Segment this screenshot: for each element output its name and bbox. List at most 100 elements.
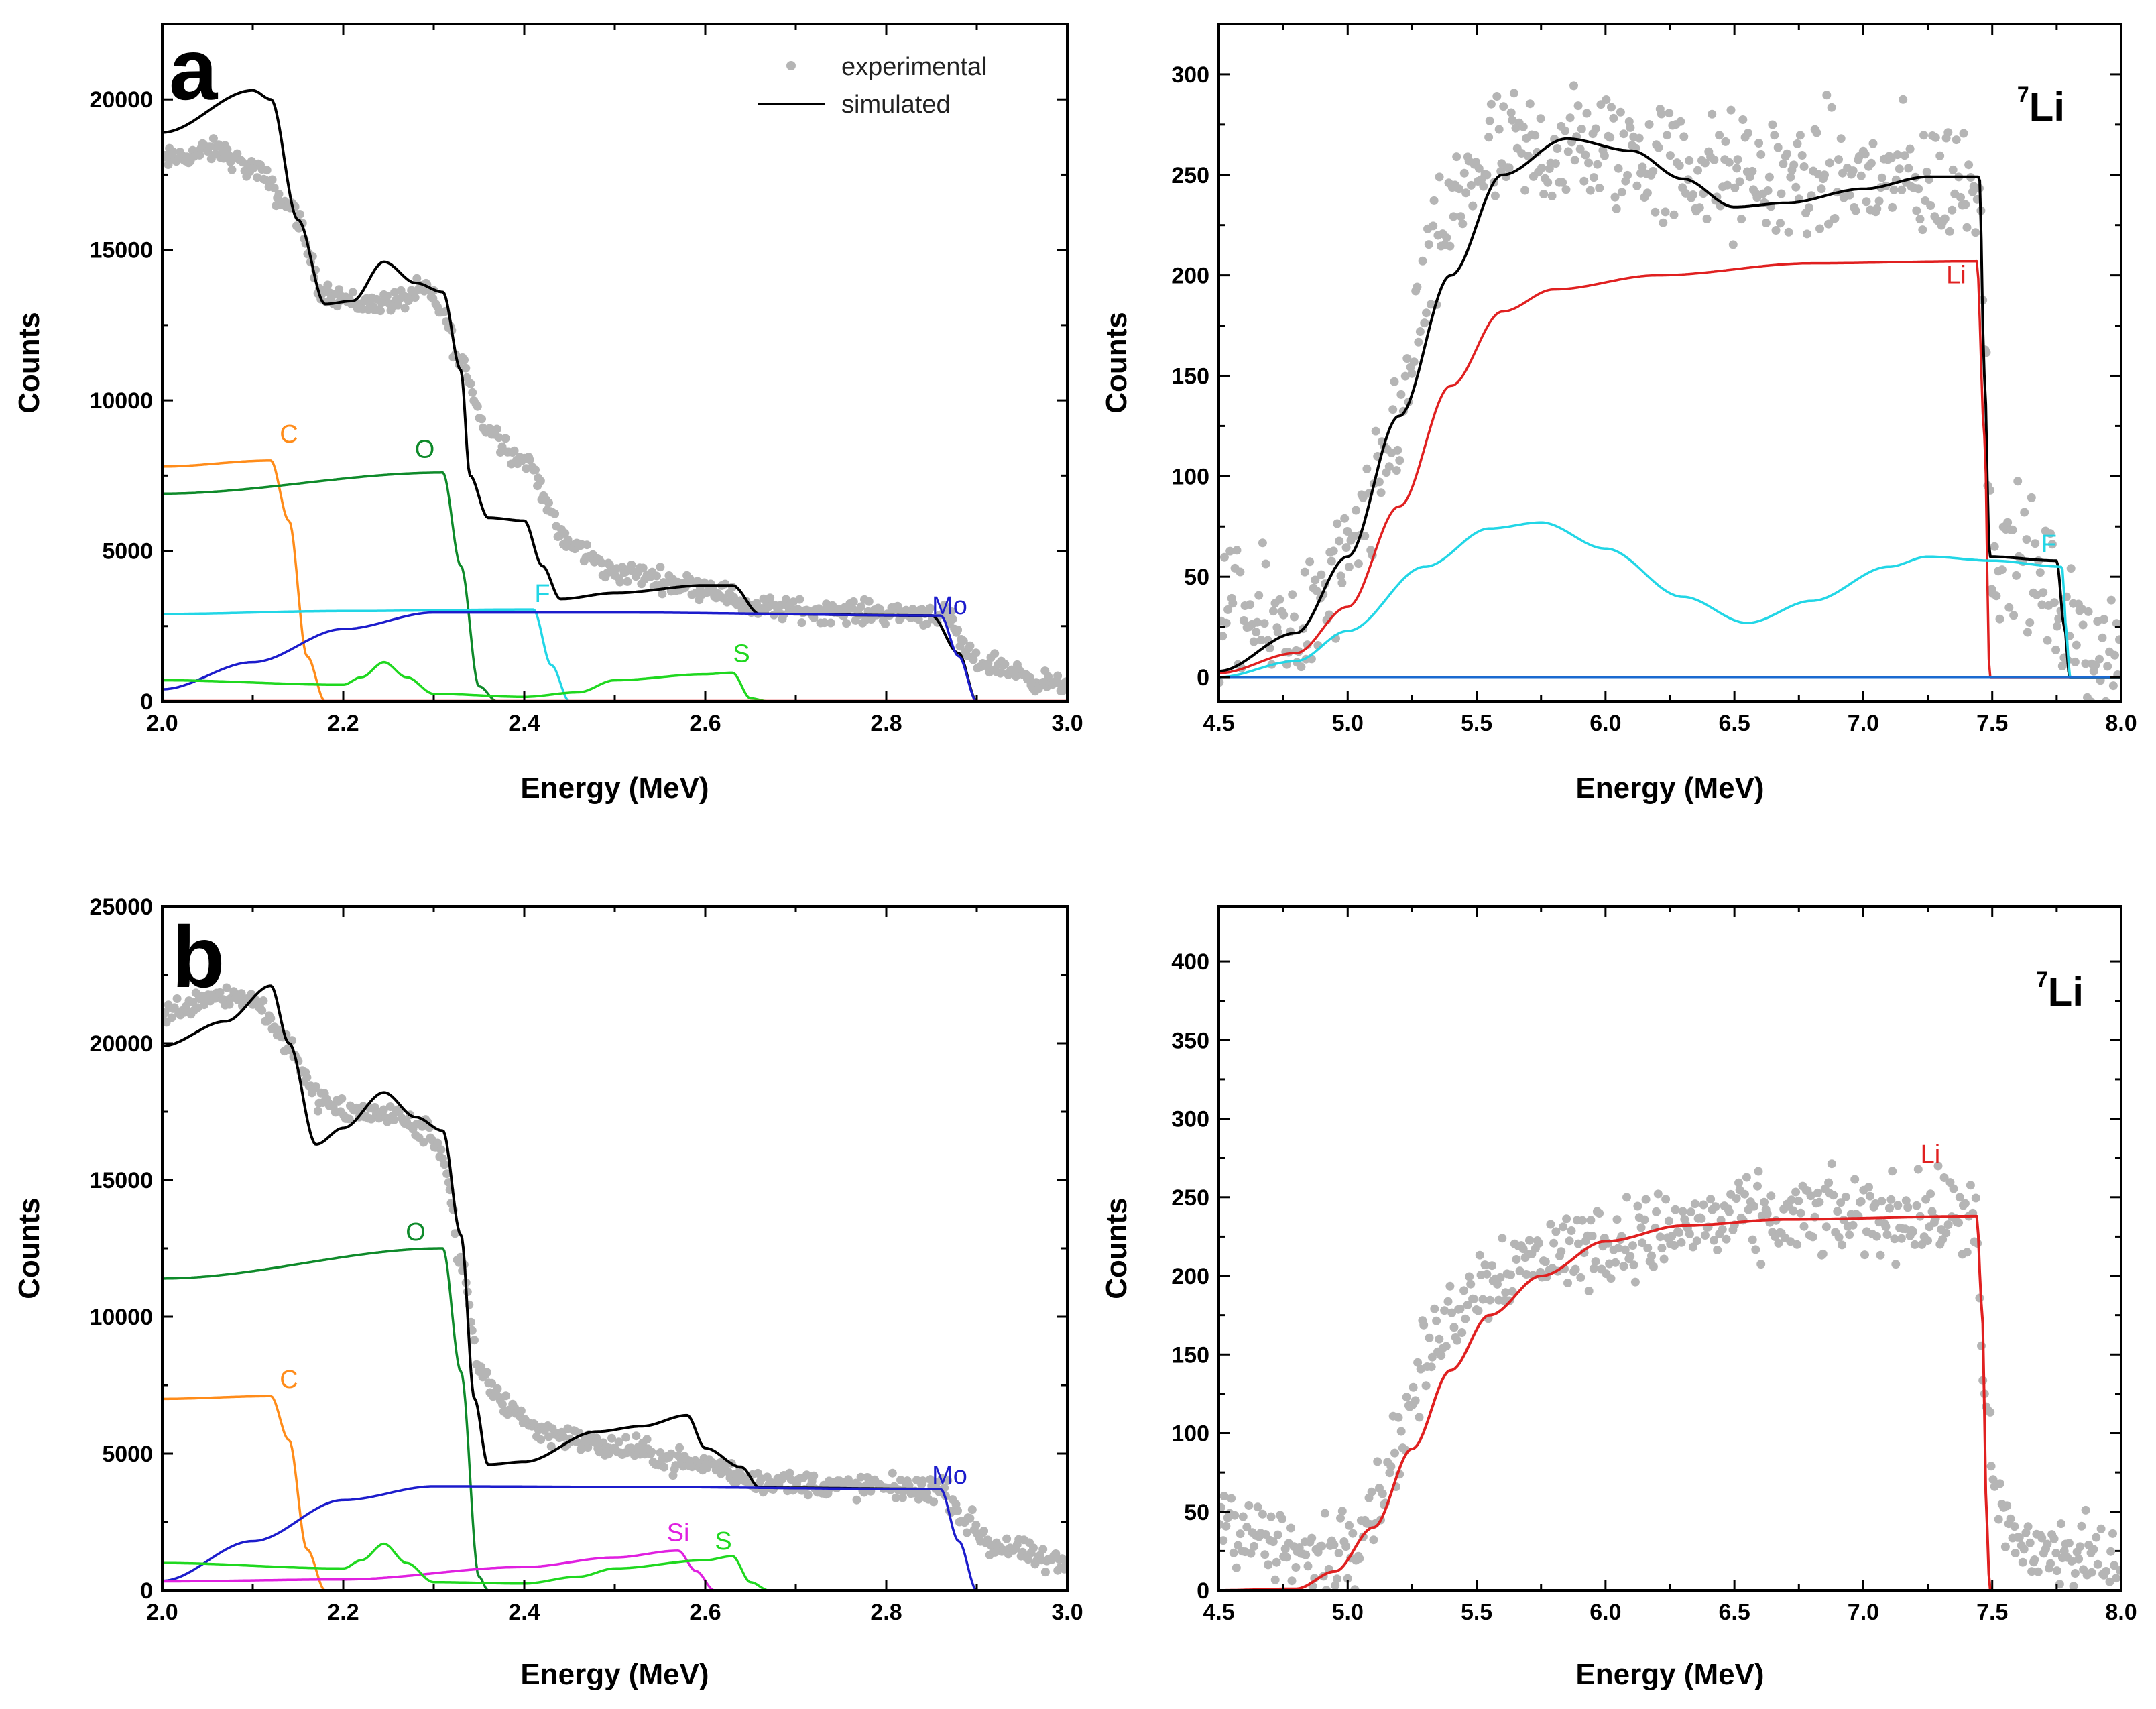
experimental-point — [1219, 1502, 1225, 1512]
experimental-point — [1393, 445, 1402, 455]
experimental-point — [1914, 184, 1923, 194]
experimental-point — [1733, 155, 1742, 164]
experimental-point — [494, 433, 503, 443]
experimental-series — [1219, 1159, 2121, 1590]
experimental-point — [1367, 1487, 1376, 1496]
experimental-point — [2081, 1505, 2090, 1515]
experimental-point — [962, 1528, 971, 1537]
experimental-point — [1848, 1220, 1858, 1230]
experimental-point — [1517, 149, 1526, 158]
experimental-point — [1420, 318, 1429, 328]
experimental-point — [1337, 1507, 1347, 1516]
experimental-point — [1771, 226, 1781, 235]
experimental-point — [1893, 1201, 1903, 1210]
x-tick-label: 8.0 — [2105, 1600, 2137, 1625]
experimental-point — [1355, 1554, 1364, 1564]
experimental-point — [1986, 1407, 1995, 1417]
experimental-point — [1642, 188, 1652, 198]
plot-area-b-right: Li — [1219, 1140, 2121, 1590]
experimental-point — [1933, 1161, 1943, 1171]
experimental-point — [1474, 164, 1484, 173]
experimental-point — [1710, 1236, 1718, 1245]
y-tick-label: 0 — [1197, 665, 1209, 691]
experimental-point — [2095, 654, 2104, 664]
experimental-point — [1770, 131, 1779, 140]
experimental-point — [1288, 590, 1297, 599]
experimental-point — [1341, 1542, 1351, 1551]
experimental-point — [253, 173, 262, 182]
experimental-point — [1230, 1511, 1240, 1520]
experimental-point — [1584, 1287, 1594, 1295]
experimental-point — [1591, 1257, 1600, 1266]
experimental-point — [1551, 159, 1560, 168]
experimental-point — [1626, 1252, 1635, 1261]
experimental-point — [1742, 1173, 1751, 1182]
experimental-point — [1557, 1247, 1566, 1256]
experimental-point — [1409, 357, 1419, 367]
experimental-point — [1756, 1260, 1766, 1269]
experimental-point — [1494, 125, 1504, 134]
experimental-point — [1061, 1560, 1067, 1570]
experimental-point — [546, 1441, 556, 1451]
experimental-point — [1286, 1523, 1295, 1533]
experimental-point — [2110, 650, 2119, 660]
experimental-point — [1803, 229, 1811, 239]
experimental-point — [1371, 426, 1380, 436]
ticks-b-right: 4.5 5.0 5.5 6.0 6.5 7.0 7.5 8.0 0 50 100 150 200 250 3… — [1171, 906, 2137, 1625]
experimental-point — [1664, 1216, 1673, 1226]
experimental-point — [1498, 1234, 1507, 1243]
series-mo-line — [162, 1485, 1067, 1590]
experimental-point — [1891, 1260, 1901, 1269]
experimental-point — [1753, 1181, 1762, 1191]
experimental-point — [1025, 672, 1034, 682]
experimental-point — [1749, 1201, 1758, 1211]
experimental-point — [1445, 1281, 1455, 1291]
experimental-point — [1955, 1193, 1964, 1202]
experimental-point — [1786, 172, 1795, 182]
experimental-point — [969, 655, 978, 664]
experimental-point — [1962, 223, 1972, 232]
experimental-point — [1525, 1236, 1534, 1245]
experimental-point — [1466, 1279, 1476, 1289]
y-tick-label: 50 — [1184, 1500, 1209, 1525]
experimental-point — [267, 175, 277, 184]
legend-simulated-label: simulated — [841, 91, 951, 119]
experimental-point — [856, 602, 865, 611]
experimental-point — [2106, 595, 2116, 605]
experimental-point — [1718, 1225, 1727, 1234]
x-tick-label: 3.0 — [1051, 711, 1083, 736]
experimental-point — [660, 1462, 669, 1472]
experimental-point — [1427, 1362, 1436, 1372]
experimental-point — [1655, 1232, 1665, 1242]
experimental-point — [1616, 107, 1625, 117]
experimental-point — [2004, 603, 2014, 612]
experimental-point — [1496, 1273, 1505, 1282]
experimental-point — [266, 1014, 276, 1023]
experimental-point — [1531, 131, 1540, 140]
experimental-point — [1493, 1279, 1502, 1289]
y-tick-label: 300 — [1171, 1107, 1209, 1132]
experimental-point — [1864, 1183, 1873, 1192]
experimental-point — [1429, 221, 1438, 231]
experimental-point — [1337, 578, 1347, 587]
experimental-point — [1912, 206, 1921, 215]
experimental-point — [2070, 1569, 2080, 1578]
experimental-point — [1414, 337, 1423, 347]
experimental-point — [583, 540, 591, 550]
experimental-point — [270, 184, 279, 192]
y-tick-label: 50 — [1184, 565, 1209, 590]
y-tick-label: 25000 — [89, 894, 153, 920]
experimental-point — [1721, 137, 1730, 146]
experimental-point — [2100, 615, 2108, 624]
experimental-point — [1943, 1220, 1953, 1229]
experimental-point — [1002, 1534, 1012, 1543]
experimental-point — [2103, 662, 2112, 671]
experimental-point — [1619, 1262, 1628, 1271]
experimental-point — [2087, 1568, 2096, 1577]
experimental-point — [1638, 1238, 1647, 1248]
experimental-point — [1258, 538, 1267, 548]
experimental-point — [1966, 1181, 1975, 1190]
experimental-point — [1484, 133, 1494, 142]
experimental-point — [943, 1476, 953, 1485]
experimental-point — [1581, 150, 1590, 160]
